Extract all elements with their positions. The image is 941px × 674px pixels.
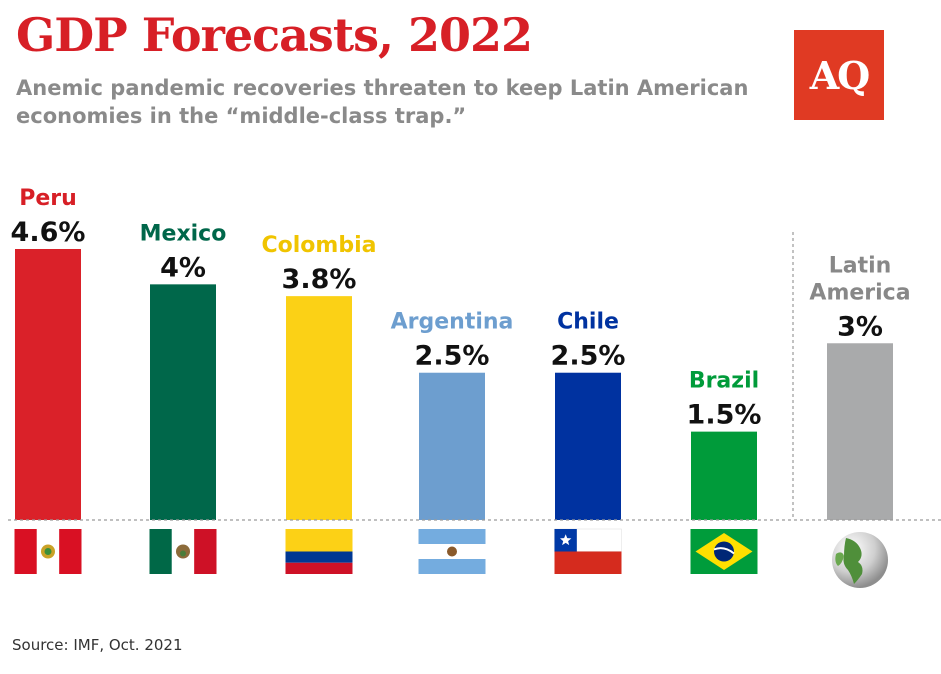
chart-subtitle: Anemic pandemic recoveries threaten to k… bbox=[16, 76, 749, 128]
brazil-flag bbox=[690, 529, 758, 574]
value-label-peru: 4.6% bbox=[11, 217, 86, 248]
value-label-mexico: 4% bbox=[160, 252, 206, 283]
source-note: Source: IMF, Oct. 2021 bbox=[12, 636, 183, 654]
value-label-latin-america: 3% bbox=[837, 311, 883, 342]
value-label-argentina: 2.5% bbox=[415, 341, 490, 372]
chile-flag bbox=[554, 528, 622, 574]
bar-colombia bbox=[286, 296, 352, 520]
category-label-latin-america-line-1: Latin bbox=[829, 253, 892, 278]
argentina-flag bbox=[418, 529, 486, 574]
value-label-brazil: 1.5% bbox=[687, 400, 762, 431]
colombia-flag bbox=[285, 529, 353, 574]
bar-peru bbox=[15, 249, 81, 520]
bar-chile bbox=[555, 372, 621, 520]
bar-mexico bbox=[150, 284, 216, 520]
category-label-peru: Peru bbox=[19, 186, 77, 211]
peru-flag bbox=[14, 529, 82, 574]
globe bbox=[832, 532, 888, 588]
category-label-brazil: Brazil bbox=[689, 369, 759, 394]
mexico-flag bbox=[149, 529, 217, 574]
value-label-colombia: 3.8% bbox=[282, 264, 357, 295]
category-label-mexico: Mexico bbox=[140, 221, 227, 246]
bar-argentina bbox=[419, 372, 485, 520]
category-label-argentina: Argentina bbox=[391, 310, 514, 335]
category-label-colombia: Colombia bbox=[262, 233, 377, 258]
chart-title: GDP Forecasts, 2022 bbox=[16, 8, 533, 62]
category-label-latin-america-line-2: America bbox=[809, 280, 910, 305]
bar-brazil bbox=[691, 431, 757, 520]
value-label-chile: 2.5% bbox=[551, 341, 626, 372]
category-label-chile: Chile bbox=[557, 310, 619, 335]
aq-logo: AQ bbox=[794, 30, 884, 120]
bar-latin-america bbox=[827, 343, 893, 520]
